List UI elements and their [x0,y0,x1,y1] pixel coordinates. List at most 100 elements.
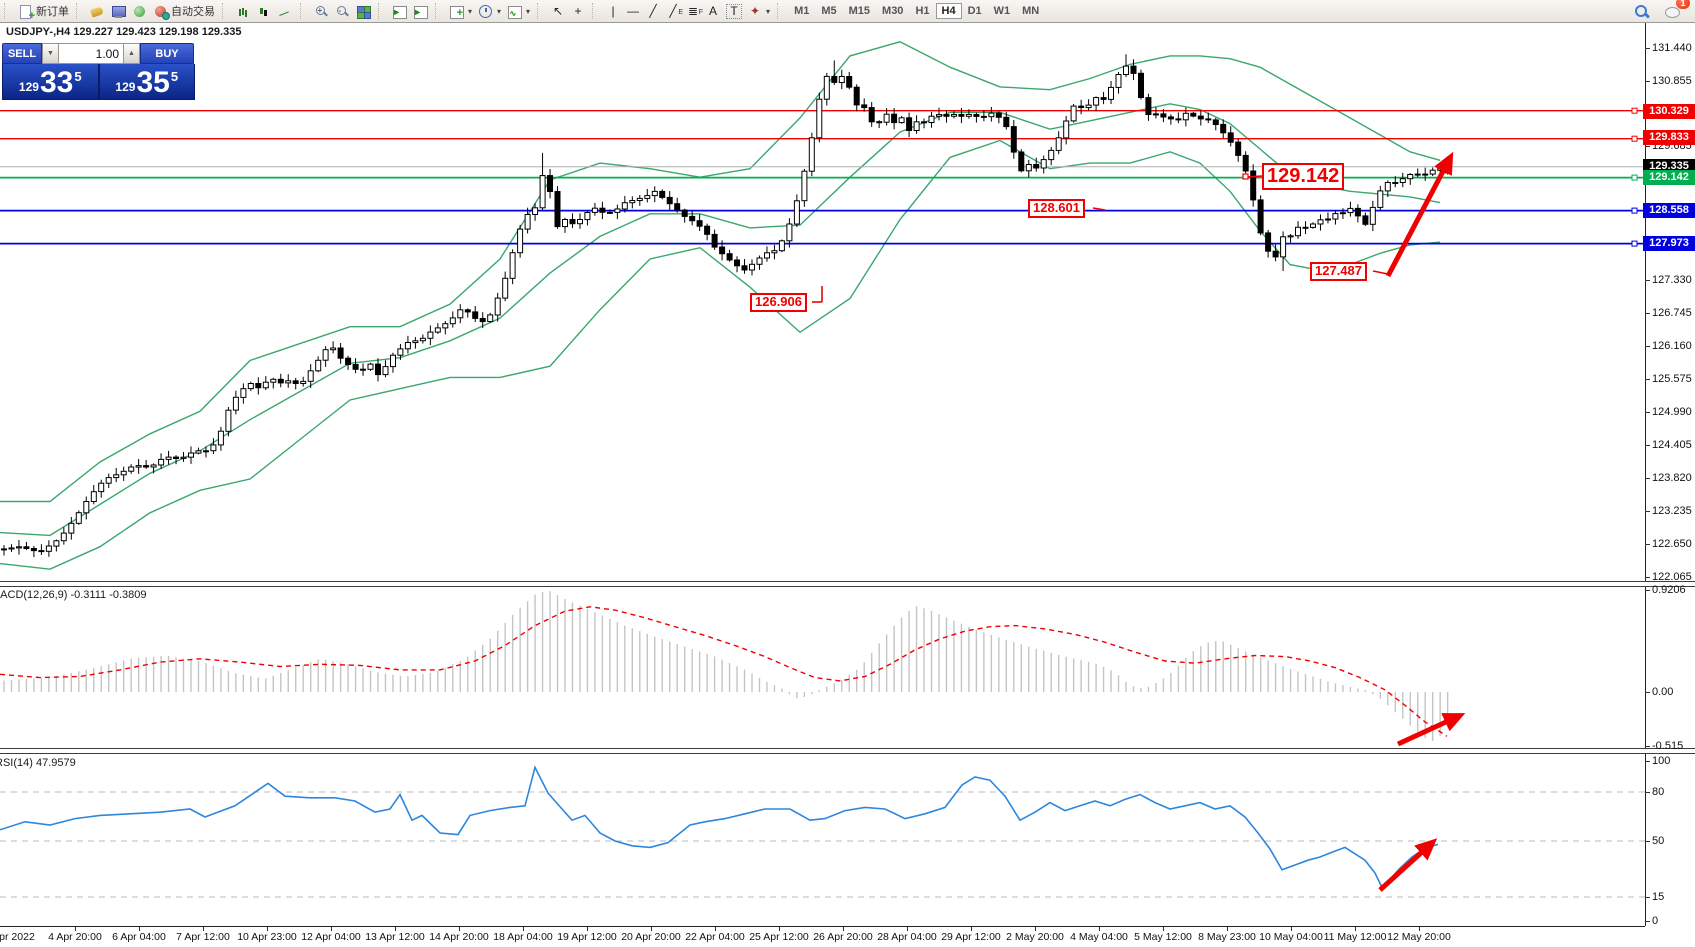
price-tick-label: 125.575 [1652,373,1692,385]
toolbar: + 新订单 自动交易 + - ▸ ▸ + ▾ ▾ ∿ ▾ ↖ + | — ╱ ╱ E [0,0,1695,23]
toolbar-grip [592,3,600,19]
new-order-label: 新订单 [36,6,69,18]
periods-button[interactable]: ▾ [475,1,504,21]
price-tick-mark [1645,48,1650,49]
sell-price-display[interactable]: 129 33 5 [3,64,100,99]
time-tick-mark [459,927,460,931]
buy-button[interactable]: BUY [140,43,194,64]
terminal-button[interactable] [108,1,129,21]
rsi-line [0,765,1439,889]
line-handle [1631,174,1638,181]
horizontal-line-tool-button[interactable]: — [623,1,643,21]
macd-tick-label: 0.9206 [1652,584,1686,596]
volume-up-button[interactable]: ▲ [123,43,140,64]
time-tick-mark [715,927,716,931]
indicators-button[interactable]: + ▾ [446,1,475,21]
chart-title: USDJPY-,H4 129.227 129.423 129.198 129.3… [6,26,242,38]
timeframe-button-d1[interactable]: D1 [967,5,982,17]
time-tick-label: 28 Apr 04:00 [877,931,937,943]
timeframe-button-h1[interactable]: H1 [915,5,930,17]
indicators-icon: + [449,4,464,19]
price-tick-mark [1645,577,1650,578]
candlestick-chart-button[interactable] [254,1,275,21]
price-tick-mark [1645,412,1650,413]
toolbar-grip [378,3,386,19]
time-tick-label: 7 Apr 12:00 [176,931,230,943]
crosshair-tool-button[interactable]: + [568,1,588,21]
timeframe-button-m30[interactable]: M30 [882,5,904,17]
signals-icon [132,4,147,19]
time-tick-label: 29 Apr 12:00 [941,931,1001,943]
templates-button[interactable]: ∿ ▾ [504,1,533,21]
time-tick-mark [779,927,780,931]
channel-tool-button[interactable]: ╱ E [663,1,683,21]
timeframe-button-w1[interactable]: W1 [993,5,1011,17]
bar-chart-button[interactable] [233,1,254,21]
timeframe-button-h4[interactable]: H4 [935,3,962,19]
price-annotation: 126.906 [750,293,807,312]
price-tick-label: 126.745 [1652,307,1692,319]
time-tick-label: 2 May 20:00 [1006,931,1064,943]
trend-arrow [1396,713,1466,747]
cursor-tool-button[interactable]: ↖ [548,1,568,21]
buy-price-display[interactable]: 129 35 5 [100,64,195,99]
buy-price-point: 5 [170,69,179,84]
vertical-line-tool-button[interactable]: | [603,1,623,21]
price-tick-label: 123.820 [1652,472,1692,484]
rsi-tick-label: 15 [1652,891,1665,903]
auto-scroll-icon: ▸ [392,4,407,19]
rsi-tick-label: 80 [1652,786,1665,798]
time-tick-mark [395,927,396,931]
arrows-tool-button[interactable]: ✦ ▾ [750,3,771,18]
auto-scroll-button[interactable]: ▸ [389,1,410,21]
volume-input[interactable]: 1.00 [59,43,123,64]
line-handle [1631,135,1638,142]
macd-pane-divider[interactable] [0,581,1695,587]
price-tick-mark [1645,280,1650,281]
time-tick-mark [907,927,908,931]
bollinger-middle-band [0,103,1441,537]
time-tick-mark [523,927,524,931]
timeframe-toolbar: M1 M5 M15 M30 H1 H4 D1 W1 MN [788,3,1045,19]
timeframe-button-m1[interactable]: M1 [794,5,810,17]
rsi-tick-mark [1645,897,1650,898]
toolbar-grip [76,3,84,19]
chart-shift-button[interactable]: ▸ [410,1,431,21]
zoom-out-button[interactable]: - [332,1,353,21]
time-tick-mark [75,927,76,931]
toolbar-grip [4,3,12,19]
timeframe-button-m15[interactable]: M15 [848,5,871,17]
search-button[interactable] [1631,1,1652,21]
text-tool-button[interactable]: A [703,1,723,21]
time-tick-label: 4 Apr 20:00 [48,931,102,943]
volume-down-button[interactable]: ▼ [42,43,59,64]
fibonacci-tool-button[interactable]: ≣ F [683,1,703,21]
trendline-tool-button[interactable]: ╱ [643,1,663,21]
text-label-tool-button[interactable]: T [723,1,745,21]
sell-button[interactable]: SELL [2,43,42,64]
time-tick-mark [139,927,140,931]
tile-windows-icon [356,4,371,19]
time-tick-label: 25 Apr 12:00 [749,931,809,943]
notifications-button[interactable]: 1 [1662,0,1690,21]
horizontal-line-icon: — [627,3,640,18]
zoom-in-button[interactable]: + [311,1,332,21]
rsi-tick-mark [1645,921,1650,922]
price-tick-label: 126.160 [1652,340,1692,352]
toolbar-grip [300,3,308,19]
rsi-tick-mark [1645,761,1650,762]
cursor-icon: ↖ [553,3,564,18]
timeframe-button-m5[interactable]: M5 [821,5,837,17]
rsi-pane-divider[interactable] [0,748,1695,754]
new-order-button[interactable]: + 新订单 [15,1,72,21]
time-tick-mark [1099,927,1100,931]
candlestick-chart-icon [257,4,272,19]
time-tick-mark [843,927,844,931]
signals-button[interactable] [129,1,150,21]
autotrade-button[interactable]: 自动交易 [150,1,218,21]
timeframe-button-mn[interactable]: MN [1022,5,1040,17]
tile-windows-button[interactable] [353,1,374,21]
annotation-connector [1092,207,1106,211]
